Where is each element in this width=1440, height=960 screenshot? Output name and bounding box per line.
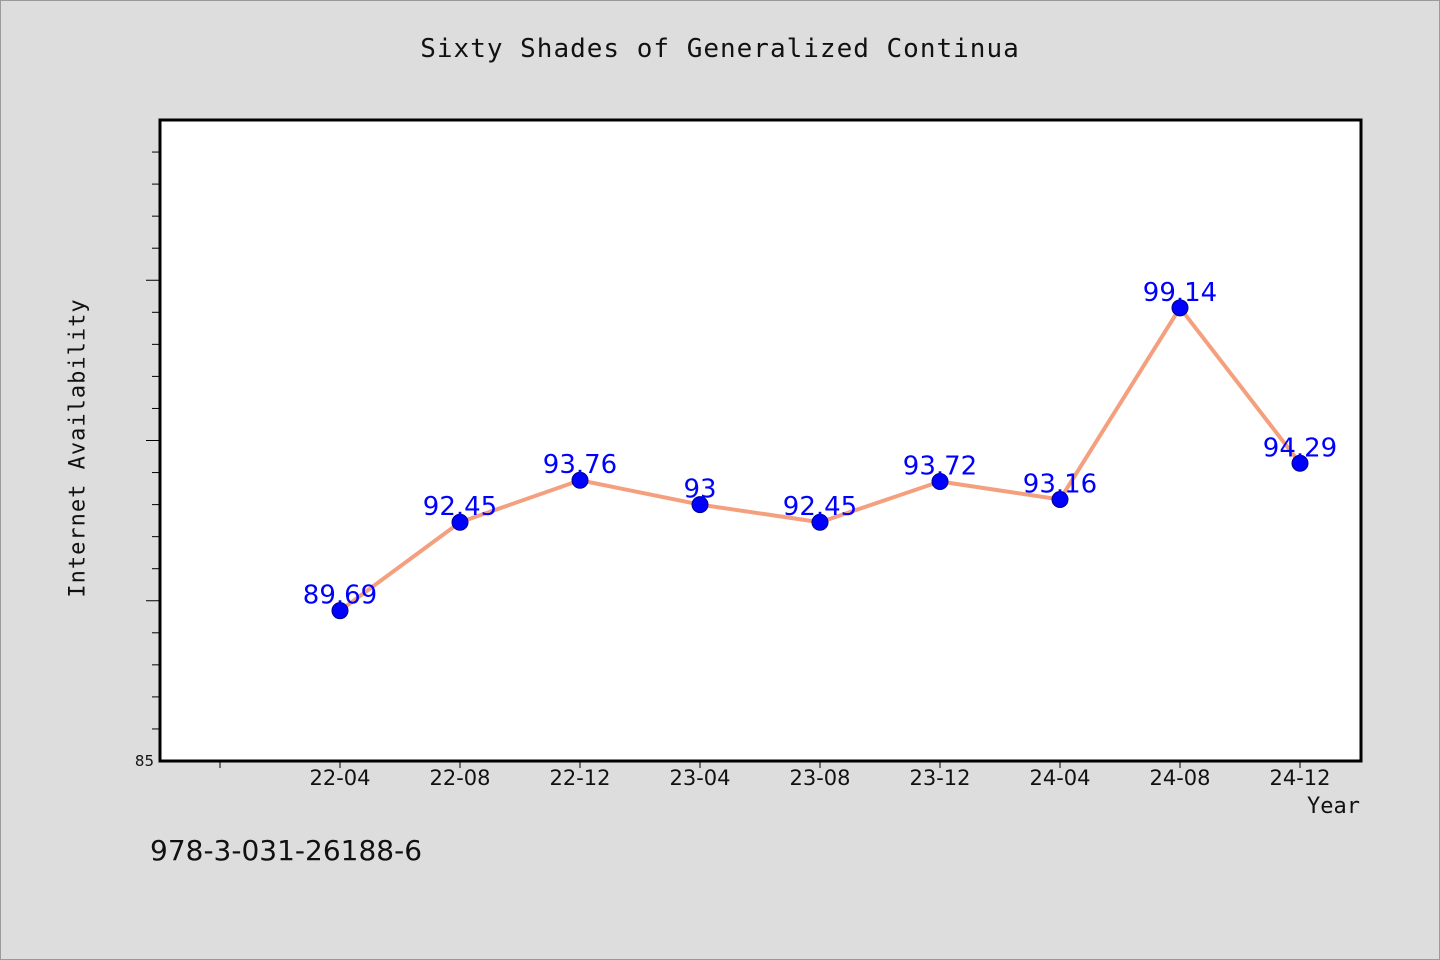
data-label: 89.69 (303, 581, 377, 611)
x-tick-label: 22-12 (549, 766, 610, 790)
x-tick-label: 24-04 (1029, 766, 1090, 790)
series-markers (331, 299, 1309, 620)
data-point (811, 513, 829, 531)
x-axis-label: Year (1307, 794, 1360, 819)
data-point (1291, 454, 1309, 472)
data-point (451, 513, 469, 531)
x-tick-label: 23-04 (669, 766, 730, 790)
data-point (1171, 299, 1189, 317)
x-tick-label: 24-08 (1149, 766, 1210, 790)
data-point (1051, 490, 1069, 508)
x-tick-label: 22-04 (309, 766, 370, 790)
data-labels: 89.69 92.45 93.76 93 92.45 93.72 93.16 99.14 94.… (303, 278, 1337, 611)
data-label: 93.16 (1023, 469, 1097, 499)
data-point (691, 496, 709, 514)
x-tick-label: 23-12 (909, 766, 970, 790)
data-label: 92.45 (783, 492, 857, 522)
x-tick-label: 24-12 (1269, 766, 1330, 790)
data-label: 99.14 (1143, 278, 1217, 308)
data-point (331, 602, 349, 620)
data-label: 92.45 (423, 492, 497, 522)
footer-code: 978-3-031-26188-6 (150, 834, 423, 867)
data-label: 93.72 (903, 452, 977, 482)
x-tick-label: 22-08 (429, 766, 490, 790)
data-label: 94.29 (1263, 433, 1337, 463)
y-tick-label: 85 (135, 752, 154, 770)
y-axis-ticks: 85 (135, 151, 160, 770)
data-point (571, 471, 589, 489)
data-label: 93.76 (543, 450, 617, 480)
plot-area (158, 118, 1363, 763)
x-axis-ticks: 22-04 22-08 22-12 23-04 23-08 23-12 24-04 24-08… (219, 761, 1331, 790)
data-label: 93 (683, 475, 716, 505)
chart-title: Sixty Shades of Generalized Continua (420, 34, 1020, 64)
x-tick-label: 23-08 (789, 766, 850, 790)
data-point (931, 473, 949, 491)
